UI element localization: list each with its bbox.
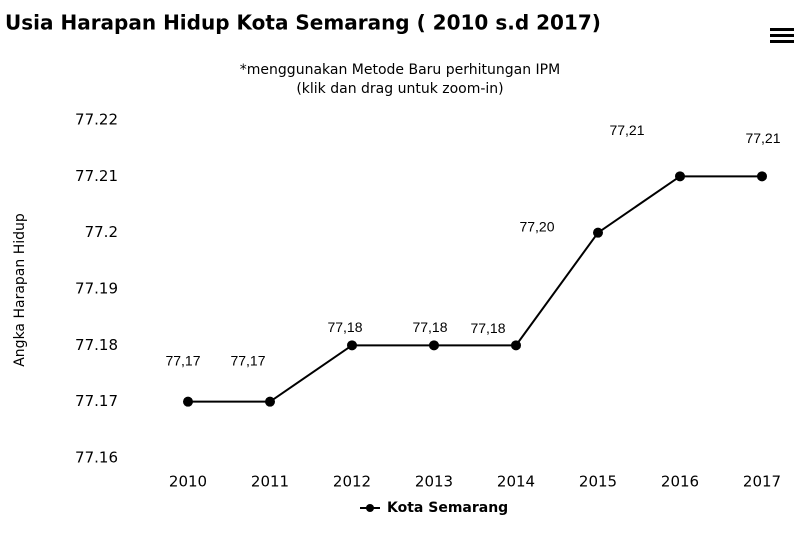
y-tick-label: 77.19: [75, 280, 118, 298]
y-tick-label: 77.21: [75, 167, 118, 185]
x-tick-label: 2015: [579, 473, 617, 491]
y-tick-label: 77.17: [75, 392, 118, 410]
point: [183, 396, 193, 407]
point: [347, 340, 357, 351]
x-tick-label: 2012: [333, 473, 371, 491]
point: [757, 171, 767, 182]
subtitle: (klik dan drag untuk zoom-in): [296, 81, 503, 97]
point: [511, 340, 521, 351]
legend-label: Kota Semarang: [387, 500, 508, 516]
data-label: 77,18: [412, 319, 447, 335]
x-tick-label: 2013: [415, 473, 453, 491]
x-tick-label: 2011: [251, 473, 289, 491]
point: [265, 396, 275, 407]
subtitle: *menggunakan Metode Baru perhitungan IPM: [240, 62, 560, 78]
point: [429, 340, 439, 351]
x-tick-label: 2010: [169, 473, 207, 491]
data-label: 77,18: [327, 319, 362, 335]
data-label: 77,21: [609, 122, 644, 138]
chart-title: Usia Harapan Hidup Kota Semarang ( 2010 …: [5, 11, 601, 35]
y-tick-label: 77.2: [85, 223, 118, 241]
series-line: [188, 175, 762, 403]
y-tick-label: 77.22: [75, 111, 118, 129]
y-axis-label: Angka Harapan Hidup: [12, 213, 28, 367]
data-label: 77,17: [230, 352, 265, 368]
data-label: 77,20: [519, 218, 554, 234]
data-label: 77,21: [745, 130, 780, 146]
y-tick-label: 77.16: [75, 449, 118, 467]
menu-icon[interactable]: [770, 28, 794, 43]
data-label: 77,18: [470, 320, 505, 336]
x-tick-label: 2016: [661, 473, 699, 491]
y-tick-label: 77.18: [75, 336, 118, 354]
x-tick-label: 2017: [743, 473, 781, 491]
point: [675, 171, 685, 182]
point: [593, 227, 603, 238]
legend-marker: [366, 504, 374, 512]
x-tick-label: 2014: [497, 473, 535, 491]
data-label: 77,17: [165, 352, 200, 368]
